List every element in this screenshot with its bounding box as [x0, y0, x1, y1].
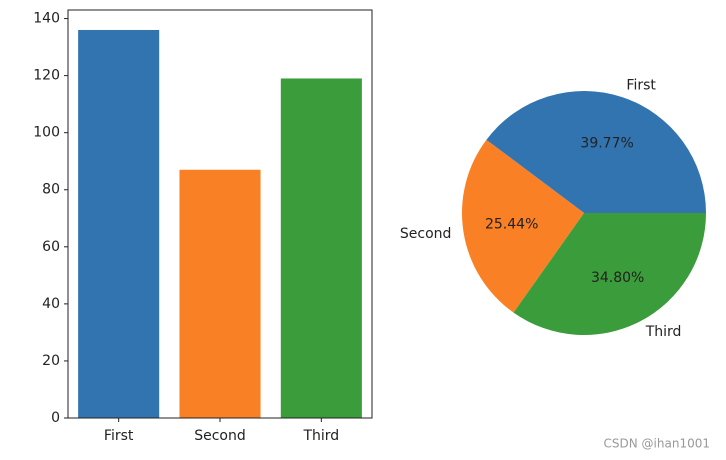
slice-label: Third: [645, 324, 682, 340]
pie-slice: [486, 91, 706, 213]
y-tick-label: 0: [51, 410, 60, 426]
axes-frame: [67, 9, 373, 419]
pie-slice: [513, 213, 706, 335]
slice-label: First: [626, 78, 656, 94]
slice-label: Second: [400, 226, 452, 242]
x-tick-label: Third: [302, 428, 339, 444]
pie-slice: [462, 139, 584, 313]
y-tick-label: 20: [42, 353, 60, 369]
y-tick-label: 120: [33, 68, 60, 84]
slice-percent: 39.77%: [580, 136, 633, 152]
y-tick-label: 100: [33, 125, 60, 141]
x-tick-label: First: [104, 428, 134, 444]
y-tick-label: 140: [33, 11, 60, 27]
x-tick-label: Second: [194, 428, 246, 444]
slice-percent: 25.44%: [485, 216, 538, 232]
y-tick-label: 60: [42, 239, 60, 255]
bar: [179, 169, 261, 418]
watermark: CSDN @ihan1001: [604, 437, 710, 451]
slice-percent: 34.80%: [591, 270, 644, 286]
y-tick-label: 40: [42, 296, 60, 312]
bar: [280, 78, 362, 418]
y-tick-label: 80: [42, 182, 60, 198]
bar: [78, 29, 160, 419]
